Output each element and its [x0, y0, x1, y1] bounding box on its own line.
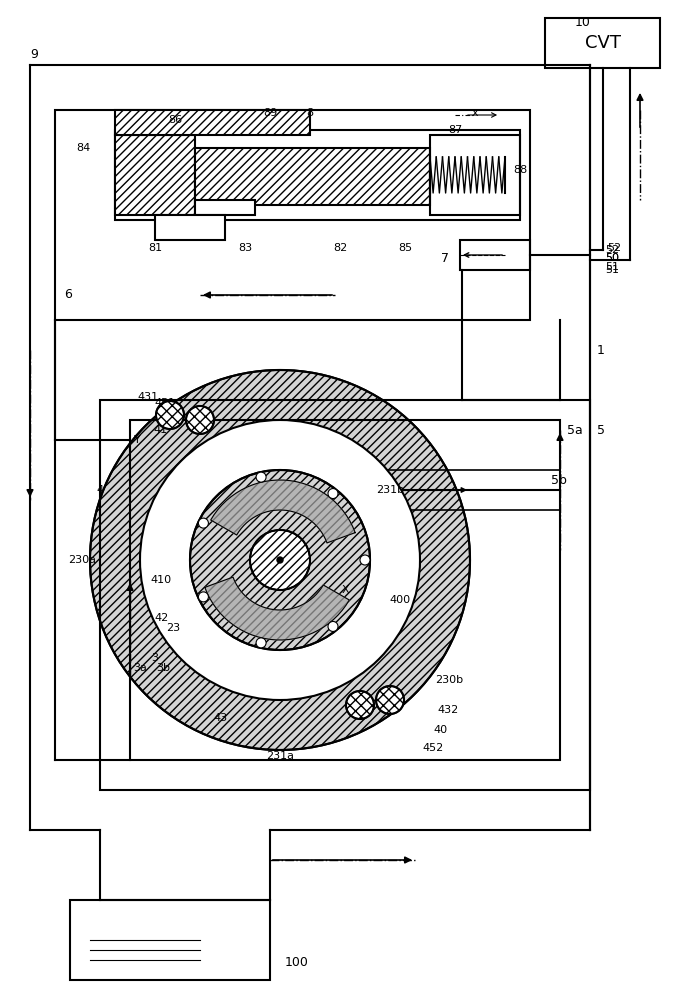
Bar — [195, 148, 430, 205]
Text: 23: 23 — [166, 623, 180, 633]
Bar — [545, 18, 660, 68]
Bar — [130, 420, 560, 760]
Text: 52: 52 — [605, 245, 619, 255]
Text: 87: 87 — [448, 125, 462, 135]
Text: 40: 40 — [433, 725, 447, 735]
Bar — [115, 135, 195, 215]
Text: 42: 42 — [155, 613, 169, 623]
Text: 431: 431 — [137, 392, 158, 402]
Circle shape — [256, 638, 266, 648]
Polygon shape — [211, 480, 355, 543]
Text: 52: 52 — [607, 243, 621, 253]
Bar — [70, 900, 270, 980]
Text: 89: 89 — [263, 108, 277, 118]
Text: 3a: 3a — [133, 663, 147, 673]
Text: 4: 4 — [97, 485, 103, 495]
Text: 400: 400 — [390, 595, 411, 605]
Circle shape — [346, 691, 374, 719]
Bar — [155, 215, 225, 240]
Text: 7: 7 — [441, 251, 449, 264]
Bar — [55, 110, 530, 320]
Text: 100: 100 — [285, 956, 309, 968]
Text: 452: 452 — [422, 743, 443, 753]
Text: 82: 82 — [333, 243, 347, 253]
Text: CVT: CVT — [585, 34, 621, 52]
Text: 86: 86 — [168, 115, 182, 125]
Text: X: X — [341, 585, 349, 595]
Text: x: x — [472, 108, 478, 118]
Bar — [115, 110, 310, 135]
Text: 51: 51 — [605, 265, 619, 275]
Text: 8: 8 — [307, 108, 313, 118]
Text: 83: 83 — [238, 243, 252, 253]
Text: 51: 51 — [605, 262, 619, 272]
Circle shape — [256, 472, 266, 482]
Text: 1: 1 — [597, 344, 605, 357]
Text: 81: 81 — [148, 243, 162, 253]
Circle shape — [360, 555, 370, 565]
Circle shape — [376, 686, 404, 714]
Text: 88: 88 — [513, 165, 527, 175]
Bar — [460, 240, 530, 270]
Text: 9: 9 — [30, 48, 38, 62]
Polygon shape — [205, 577, 350, 640]
Text: 85: 85 — [398, 243, 412, 253]
Text: 3b: 3b — [156, 663, 170, 673]
Circle shape — [250, 530, 310, 590]
Circle shape — [186, 406, 214, 434]
Text: 451: 451 — [154, 398, 175, 408]
Text: 5: 5 — [597, 424, 605, 436]
Text: 50: 50 — [605, 253, 619, 263]
Circle shape — [199, 592, 208, 602]
Circle shape — [156, 401, 184, 429]
Circle shape — [90, 370, 470, 750]
Text: 231a: 231a — [266, 751, 294, 761]
Text: 41: 41 — [153, 425, 167, 435]
Text: 230b: 230b — [435, 675, 463, 685]
Text: 50: 50 — [605, 253, 619, 263]
Text: 432: 432 — [437, 705, 458, 715]
Circle shape — [140, 420, 420, 700]
Circle shape — [199, 518, 208, 528]
Text: 6: 6 — [64, 288, 72, 302]
Circle shape — [277, 557, 283, 563]
Text: Y: Y — [134, 435, 140, 445]
Text: 410: 410 — [150, 575, 171, 585]
Bar — [340, 470, 560, 510]
Text: 3: 3 — [152, 653, 158, 663]
Text: 10: 10 — [575, 15, 591, 28]
Bar — [430, 135, 520, 215]
Circle shape — [328, 621, 338, 631]
Circle shape — [190, 470, 370, 650]
Text: 5a: 5a — [567, 424, 583, 436]
Bar — [195, 200, 255, 215]
Circle shape — [328, 489, 338, 499]
Text: 43: 43 — [213, 713, 227, 723]
Text: 231b: 231b — [376, 485, 404, 495]
Bar — [115, 130, 520, 220]
Text: 84: 84 — [76, 143, 90, 153]
Bar — [100, 400, 590, 790]
Text: 5b: 5b — [551, 474, 567, 487]
Text: 230a: 230a — [68, 555, 96, 565]
